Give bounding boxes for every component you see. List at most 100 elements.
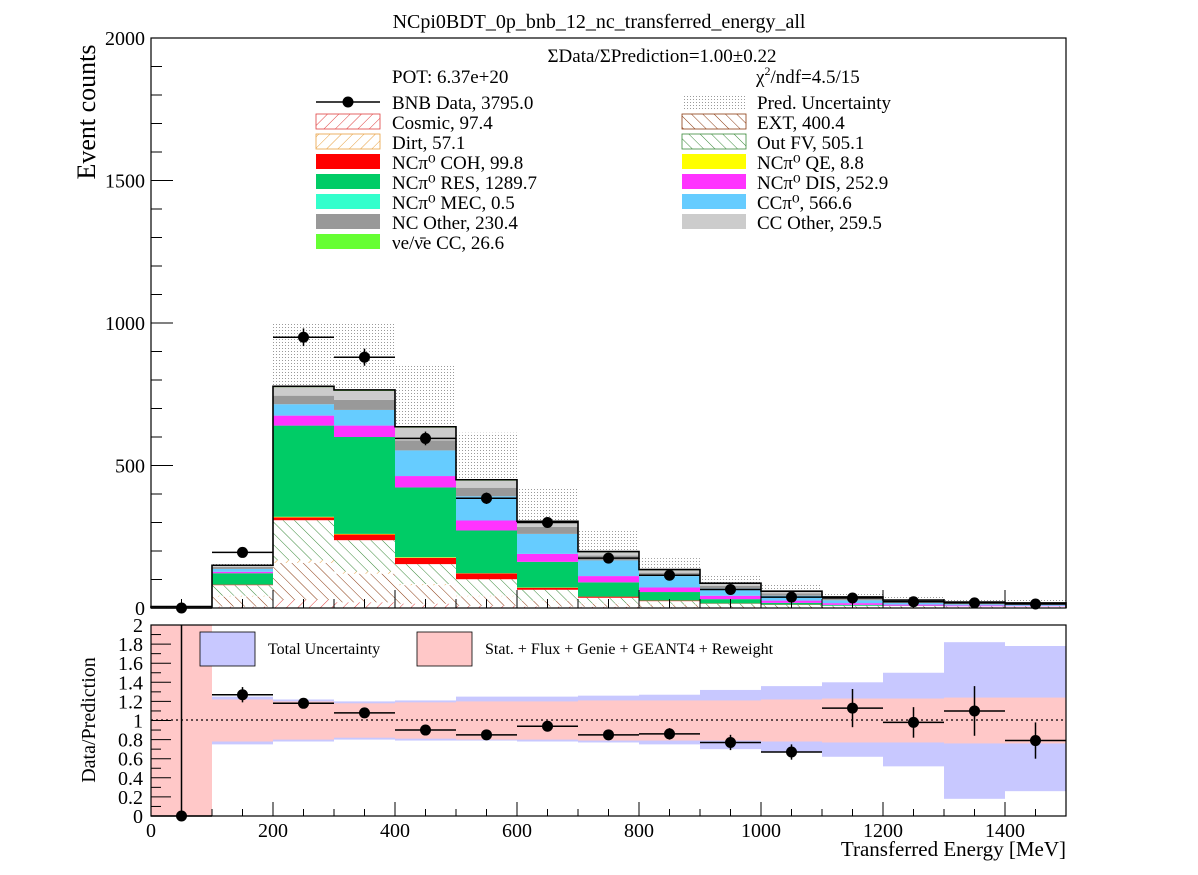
main-y-tick-label: 1500 — [105, 171, 145, 193]
stack-bar-cc_other — [334, 390, 395, 400]
pred-uncertainty-bar — [578, 531, 639, 552]
ratio-points — [151, 625, 1066, 822]
pred-uncertainty-bar — [395, 365, 456, 427]
main-y-tick-label: 1000 — [105, 313, 145, 335]
stack-bar-res — [517, 561, 578, 588]
stack-bar-cc_other — [456, 480, 517, 488]
main-y-label: Event counts — [72, 44, 101, 179]
legend-swatch-nc_other — [316, 214, 380, 229]
stack-bar-coh — [578, 596, 639, 598]
legend-label-nc_other: NC Other, 230.4 — [392, 213, 518, 234]
ratio-x-tick-label: 1000 — [741, 820, 781, 842]
ratio-y-tick-label: 2 — [133, 615, 143, 637]
pred-uncertainty-bar — [700, 575, 761, 584]
stacked-histogram — [151, 386, 1066, 608]
ratio-x-label: Transferred Energy [MeV] — [841, 837, 1066, 861]
ratio-y-tick-label: 1.6 — [118, 653, 143, 675]
pred-uncertainty-bar — [761, 584, 822, 592]
ratio-y-tick-label: 0.2 — [118, 787, 143, 809]
stack-bar-res — [578, 582, 639, 597]
data-point — [481, 492, 492, 504]
ratio-point — [603, 729, 614, 741]
stack-bar-dirt — [456, 595, 517, 597]
stack-bar-qe — [273, 516, 334, 518]
ratio-point — [1030, 735, 1041, 747]
ratio-point — [420, 724, 431, 736]
ratio-point — [481, 729, 492, 741]
data-point — [420, 432, 431, 444]
stack-outline — [150, 385, 1067, 608]
legend-data-marker — [342, 96, 354, 108]
stack-bar-ext — [334, 573, 395, 603]
stack-bar-nc_other — [212, 566, 273, 569]
pred-uncertainty-bar — [212, 562, 273, 566]
legend-label-cc_other: CC Other, 259.5 — [757, 213, 882, 234]
stack-bar-ext — [395, 585, 456, 604]
stack-bar-coh — [456, 573, 517, 580]
stack-bar-dis — [212, 571, 273, 574]
legend-swatch-mec — [316, 194, 380, 209]
stat-uncertainty-band — [700, 700, 761, 741]
legend-swatch-coh — [316, 154, 380, 169]
stack-bar-qe — [334, 533, 395, 535]
legend-stat-swatch — [416, 631, 473, 667]
legend-swatch-pred_unc — [682, 94, 746, 109]
legend-swatch-qe — [682, 154, 746, 169]
stack-bar-res — [212, 573, 273, 585]
legend-label-dis: NCπ⁰ DIS, 252.9 — [757, 173, 888, 194]
ratio-y-tick-label: 1.8 — [118, 634, 143, 656]
chart-title: NCpi0BDT_0p_bnb_12_nc_transferred_energy… — [393, 11, 806, 33]
stack-bar-cc_other — [273, 387, 334, 396]
legend-swatch-res — [316, 174, 380, 189]
main-y-tick-label: 2000 — [105, 28, 145, 50]
stack-bar-outfv — [273, 520, 334, 561]
ratio-point — [786, 746, 797, 758]
stack-bar-outfv — [395, 564, 456, 585]
stack-bar-nc_other — [517, 526, 578, 534]
ratio-y-label: Data/Prediction — [78, 657, 100, 783]
stack-bar-coh — [212, 584, 273, 586]
stack-bar-dis — [334, 425, 395, 437]
ratio-y-tick-label: 1.2 — [118, 691, 143, 713]
stack-bar-qe — [395, 557, 456, 558]
legend-label-nue: νe/ν̄e CC, 26.6 — [392, 233, 504, 254]
ratio-x-tick-label: 0 — [146, 820, 156, 842]
stack-bar-ccpi0 — [639, 576, 700, 588]
stack-bar-coh — [273, 517, 334, 521]
legend-label-ext: EXT, 400.4 — [757, 113, 845, 134]
ratio-y-tick-label: 0 — [133, 806, 143, 828]
legend-label-qe: NCπ⁰ QE, 8.8 — [757, 153, 864, 174]
stack-bar-nc_other — [273, 395, 334, 405]
stack-bar-res — [273, 425, 334, 517]
stack-bar-dirt — [334, 571, 395, 574]
stack-total-outline — [150, 385, 1067, 608]
data-point — [237, 546, 248, 558]
ratio-x-tick-label: 800 — [624, 820, 654, 842]
ratio-point — [237, 689, 248, 701]
stack-bar-dis — [395, 476, 456, 488]
ratio-x-tick-label: 600 — [502, 820, 532, 842]
ratio-point — [359, 707, 370, 719]
ratio-y-tick-label: 1 — [133, 711, 143, 733]
legend-total-swatch — [199, 631, 256, 667]
stack-bar-ccpi0 — [517, 533, 578, 554]
pred-uncertainty-bar — [456, 432, 517, 480]
stack-bar-dirt — [273, 560, 334, 563]
legend-label-outfv: Out FV, 505.1 — [757, 133, 864, 154]
ratio-y-axis: 00.20.40.60.811.21.41.61.82 — [118, 615, 171, 828]
legend-label-res: NCπ⁰ RES, 1289.7 — [392, 173, 537, 194]
pred-uncertainty-bar — [639, 558, 700, 570]
stack-bar-dis — [517, 553, 578, 562]
main-x-axis-ticks — [150, 590, 1067, 608]
data-point — [786, 591, 797, 603]
legend-swatch-cosmic — [315, 113, 381, 130]
data-point — [359, 351, 370, 363]
ratio-point — [664, 728, 675, 740]
stack-bar-coh — [517, 587, 578, 590]
legend-data-label: BNB Data, 3795.0 — [392, 93, 533, 114]
stack-bar-outfv — [334, 540, 395, 572]
legend-label-coh: NCπ⁰ COH, 99.8 — [392, 153, 523, 174]
ratio-y-tick-label: 0.8 — [118, 730, 143, 752]
pot-label: POT: 6.37e+20 — [392, 67, 508, 88]
ratio-y-tick-label: 0.4 — [118, 768, 143, 790]
